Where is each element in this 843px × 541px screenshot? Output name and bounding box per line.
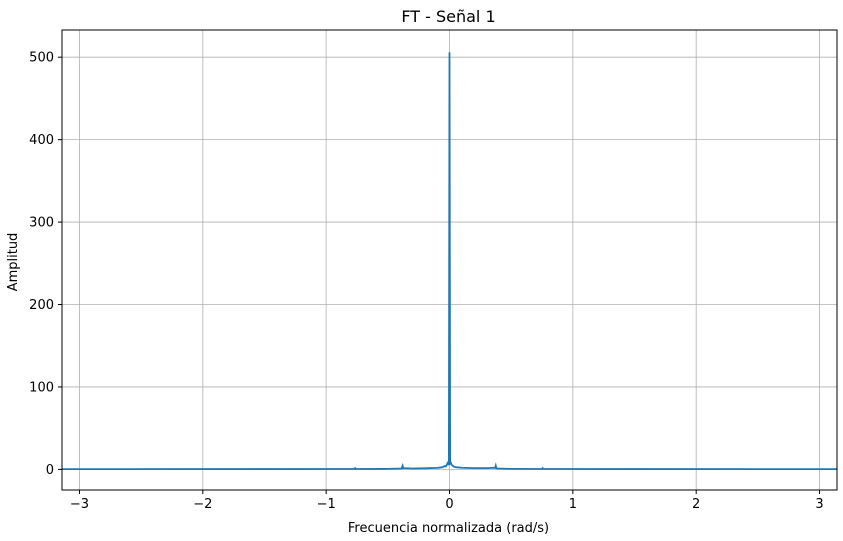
series-layer <box>61 52 838 471</box>
x-axis-ticks: −3 −2 −1 0 1 2 3 <box>70 490 824 512</box>
y-tick-label: 0 <box>46 463 54 478</box>
x-axis-label: Frecuencia normalizada (rad/s) <box>348 521 549 536</box>
x-tick-label: −3 <box>70 497 89 512</box>
x-tick-label: 1 <box>569 497 577 512</box>
y-tick-label: 400 <box>29 133 54 148</box>
x-tick-label: 3 <box>815 497 823 512</box>
x-tick-label: 0 <box>445 497 453 512</box>
y-tick-label: 300 <box>29 216 54 231</box>
y-tick-label: 100 <box>29 380 54 395</box>
y-tick-label: 200 <box>29 298 54 313</box>
x-tick-label: −2 <box>193 497 212 512</box>
x-tick-label: 2 <box>692 497 700 512</box>
chart-title: FT - Señal 1 <box>401 7 495 26</box>
y-tick-label: 500 <box>29 51 54 66</box>
y-axis-ticks: 0 100 200 300 400 500 <box>29 51 62 478</box>
y-axis-label: Amplitud <box>6 233 21 292</box>
series-line <box>61 52 838 471</box>
x-tick-label: −1 <box>317 497 336 512</box>
